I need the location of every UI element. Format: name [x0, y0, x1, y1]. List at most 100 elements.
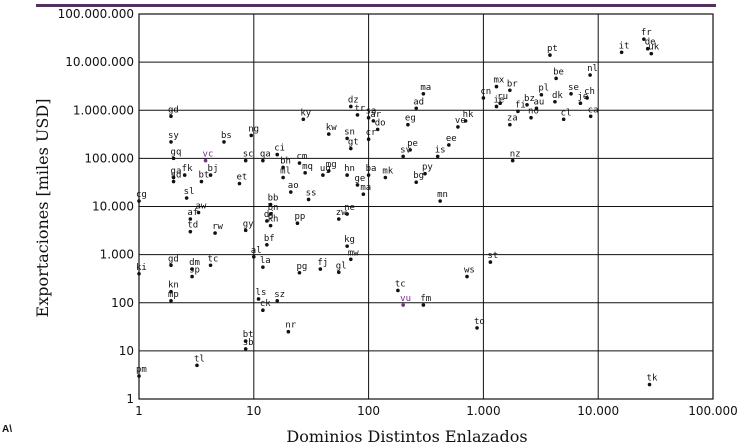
point-label-gd: gd: [168, 105, 179, 115]
point-label-ci: ci: [274, 144, 285, 154]
y-tick-label: 10: [119, 344, 134, 358]
y-tick-label: 1.000: [100, 248, 134, 262]
data-point-la: [261, 265, 265, 269]
data-point-sl: [184, 196, 189, 200]
data-point-pg: [297, 270, 302, 275]
data-point-cr: [366, 137, 371, 142]
point-label-ge: ge: [354, 174, 365, 184]
data-point-nr: [286, 329, 291, 334]
data-point-de: [645, 46, 650, 51]
data-point-gt: [349, 146, 353, 151]
point-label-mx: mx: [493, 76, 504, 86]
data-point-pp: [295, 221, 300, 225]
point-label-bh: bh: [280, 156, 291, 166]
data-point-ch: [585, 96, 589, 100]
data-point-nl: [588, 73, 592, 77]
point-label-td: td: [187, 221, 198, 231]
point-label-ru: ru: [497, 92, 508, 102]
data-point-kh: [268, 223, 273, 228]
data-point-dz: [349, 104, 353, 109]
x-tick-label: 10.000: [577, 404, 619, 418]
y-tick-label: 1: [126, 392, 134, 406]
point-label-sb: sb: [243, 338, 254, 348]
data-point-sa: [366, 115, 371, 120]
point-label-ga: ga: [171, 167, 182, 177]
data-point-fm: [421, 303, 426, 307]
data-point-gy: [243, 228, 248, 233]
data-point-rw: [213, 231, 217, 235]
point-label-zw: zw: [336, 208, 347, 218]
point-label-pe: pe: [407, 139, 418, 149]
point-label-tc: tc: [395, 279, 406, 289]
data-point-dk: [553, 99, 557, 104]
data-point-ne: [345, 212, 349, 216]
point-label-fj: fj: [317, 258, 328, 268]
point-label-tk: tk: [647, 374, 658, 384]
point-label-bz: bz: [524, 94, 535, 104]
data-point-vc: [203, 158, 208, 163]
point-label-sc: sc: [243, 150, 254, 160]
data-point-ck: [261, 308, 265, 313]
data-point-tk: [647, 382, 652, 387]
data-point-ie: [494, 104, 499, 109]
point-label-mq: mq: [302, 162, 313, 172]
point-label-mg: mg: [326, 160, 337, 170]
point-label-mp: mp: [168, 290, 179, 300]
data-point-za: [508, 122, 512, 127]
data-point-ws: [465, 274, 469, 279]
point-label-kg: kg: [344, 235, 355, 245]
point-label-bf: bf: [264, 234, 275, 244]
data-point-ma: [421, 91, 426, 96]
data-point-ru: [498, 101, 502, 106]
data-point-af: [188, 217, 193, 221]
point-label-kn: kn: [168, 281, 179, 291]
point-label-eg: eg: [405, 114, 416, 124]
data-point-br: [508, 88, 512, 93]
data-point-hk: [463, 119, 468, 123]
data-point-bg: [414, 180, 419, 184]
data-point-aw: [196, 210, 201, 215]
x-tick-label: 100.000: [688, 404, 738, 418]
data-point-ki: [137, 271, 141, 276]
point-label-ws: ws: [464, 266, 475, 276]
data-point-bh: [281, 165, 285, 170]
data-point-sv: [401, 154, 405, 159]
point-label-ad: ad: [413, 97, 424, 107]
point-label-cr: cr: [366, 128, 377, 138]
data-point-zw: [336, 217, 341, 221]
data-point-gq: [171, 156, 176, 161]
point-label-to: to: [474, 317, 485, 327]
point-label-fm: fm: [420, 294, 431, 304]
point-label-py: py: [422, 163, 433, 173]
data-point-ug: [321, 173, 325, 177]
data-point-ml: [281, 175, 285, 180]
point-label-cg: cg: [136, 190, 147, 200]
data-point-ls: [256, 297, 261, 301]
point-label-sa: sa: [366, 107, 377, 117]
data-point-bj: [208, 173, 213, 177]
data-point-is: [435, 154, 440, 159]
data-point-ci: [275, 152, 280, 157]
data-point-je: [578, 101, 583, 106]
point-label-do: do: [375, 118, 386, 128]
point-label-af: af: [187, 208, 198, 218]
data-point-qa: [261, 158, 265, 163]
point-label-dj: dj: [264, 210, 275, 220]
data-point-no: [529, 115, 533, 120]
point-label-dm: dm: [189, 258, 200, 268]
point-label-gl: gl: [336, 261, 347, 271]
data-point-gd: [169, 263, 173, 268]
data-point-bt: [243, 339, 248, 343]
data-point-it: [619, 50, 624, 55]
data-point-gl: [336, 270, 341, 275]
point-label-bt: bt: [198, 171, 209, 181]
point-label-aw: aw: [196, 202, 207, 212]
point-label-hn: hn: [344, 164, 355, 174]
data-point-bt: [199, 179, 204, 184]
data-point-gd: [169, 114, 173, 119]
grid-lines: [138, 13, 714, 400]
point-label-mk: mk: [382, 167, 393, 177]
point-label-uk: uk: [648, 43, 659, 53]
